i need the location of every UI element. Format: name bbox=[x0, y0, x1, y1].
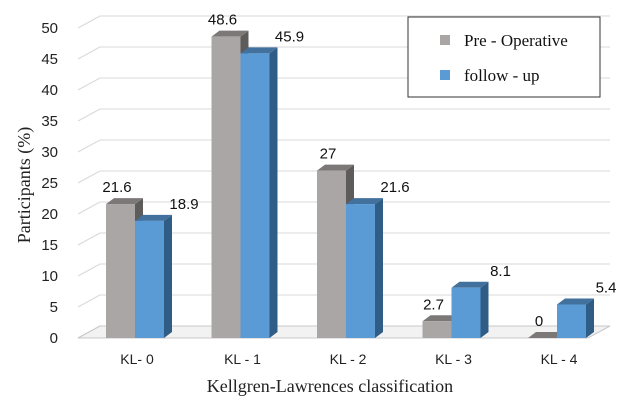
data-label-follow-up-0: 18.9 bbox=[169, 196, 198, 213]
legend: Pre - Operative follow - up bbox=[407, 16, 601, 98]
bar-follow-up-4 bbox=[557, 298, 594, 338]
data-label-pre-operative-4: 0 bbox=[535, 313, 543, 330]
legend-box bbox=[407, 16, 601, 98]
y-tick-label: 35 bbox=[41, 113, 58, 130]
y-tick-label: 5 bbox=[50, 299, 58, 316]
x-category-label: KL - 3 bbox=[435, 351, 472, 367]
legend-label-pre-operative: Pre - Operative bbox=[464, 31, 568, 50]
x-category-label: KL - 2 bbox=[330, 351, 367, 367]
y-tick-label: 15 bbox=[41, 237, 58, 254]
bar-follow-up-3 bbox=[451, 281, 489, 338]
gridline-depth bbox=[77, 46, 101, 60]
legend-label-follow-up: follow - up bbox=[464, 66, 540, 85]
bar-follow-up-1 bbox=[240, 47, 278, 339]
x-category-label: KL- 0 bbox=[120, 351, 154, 367]
data-label-pre-operative-3: 2.7 bbox=[423, 296, 444, 313]
bar-pre-operative-4 bbox=[528, 332, 565, 338]
y-tick-label: 45 bbox=[41, 51, 58, 68]
y-axis-title: Participants (%) bbox=[14, 127, 35, 243]
y-tick-label: 10 bbox=[41, 268, 58, 285]
y-tick-label: 30 bbox=[41, 144, 58, 161]
gridline-depth bbox=[77, 201, 101, 215]
y-tick-label: 20 bbox=[41, 206, 58, 223]
gridline-depth bbox=[77, 108, 101, 122]
x-axis-categories: KL- 0 KL - 1 KL - 2 KL - 3 KL - 4 bbox=[120, 351, 577, 367]
legend-swatch-pre-operative bbox=[440, 35, 450, 45]
data-labels: 21.6 18.9 48.6 45.9 27 21.6 2.7 8.1 0 5.4 bbox=[102, 12, 616, 330]
gridline-depth bbox=[77, 170, 101, 184]
gridline-depth bbox=[77, 263, 101, 277]
bars bbox=[106, 30, 594, 339]
y-tick-label: 40 bbox=[41, 82, 58, 99]
gridline-depth bbox=[77, 232, 101, 246]
legend-swatch-follow-up bbox=[440, 70, 450, 80]
x-axis-title: Kellgren-Lawrences classification bbox=[207, 376, 453, 396]
y-tick-label: 50 bbox=[41, 20, 58, 37]
data-label-pre-operative-1: 48.6 bbox=[208, 12, 237, 29]
y-tick-label: 0 bbox=[50, 330, 58, 347]
gridline-depth bbox=[77, 294, 101, 308]
gridline-depth bbox=[77, 15, 101, 29]
bar-follow-up-2 bbox=[346, 198, 383, 338]
y-axis-ticks: 0 5 10 15 20 25 30 35 40 45 50 bbox=[41, 20, 58, 347]
x-category-label: KL - 1 bbox=[224, 351, 261, 367]
gridline-depth bbox=[77, 139, 101, 153]
data-label-follow-up-4: 5.4 bbox=[596, 280, 617, 297]
y-tick-label: 25 bbox=[41, 175, 58, 192]
data-label-follow-up-2: 21.6 bbox=[380, 179, 409, 196]
x-category-label: KL - 4 bbox=[541, 351, 578, 367]
bar-follow-up-0 bbox=[135, 214, 172, 338]
data-label-pre-operative-0: 21.6 bbox=[102, 179, 131, 196]
data-label-pre-operative-2: 27 bbox=[320, 146, 337, 163]
data-label-follow-up-3: 8.1 bbox=[490, 263, 511, 280]
gridline-depth bbox=[77, 77, 101, 91]
data-label-follow-up-1: 45.9 bbox=[275, 28, 304, 45]
